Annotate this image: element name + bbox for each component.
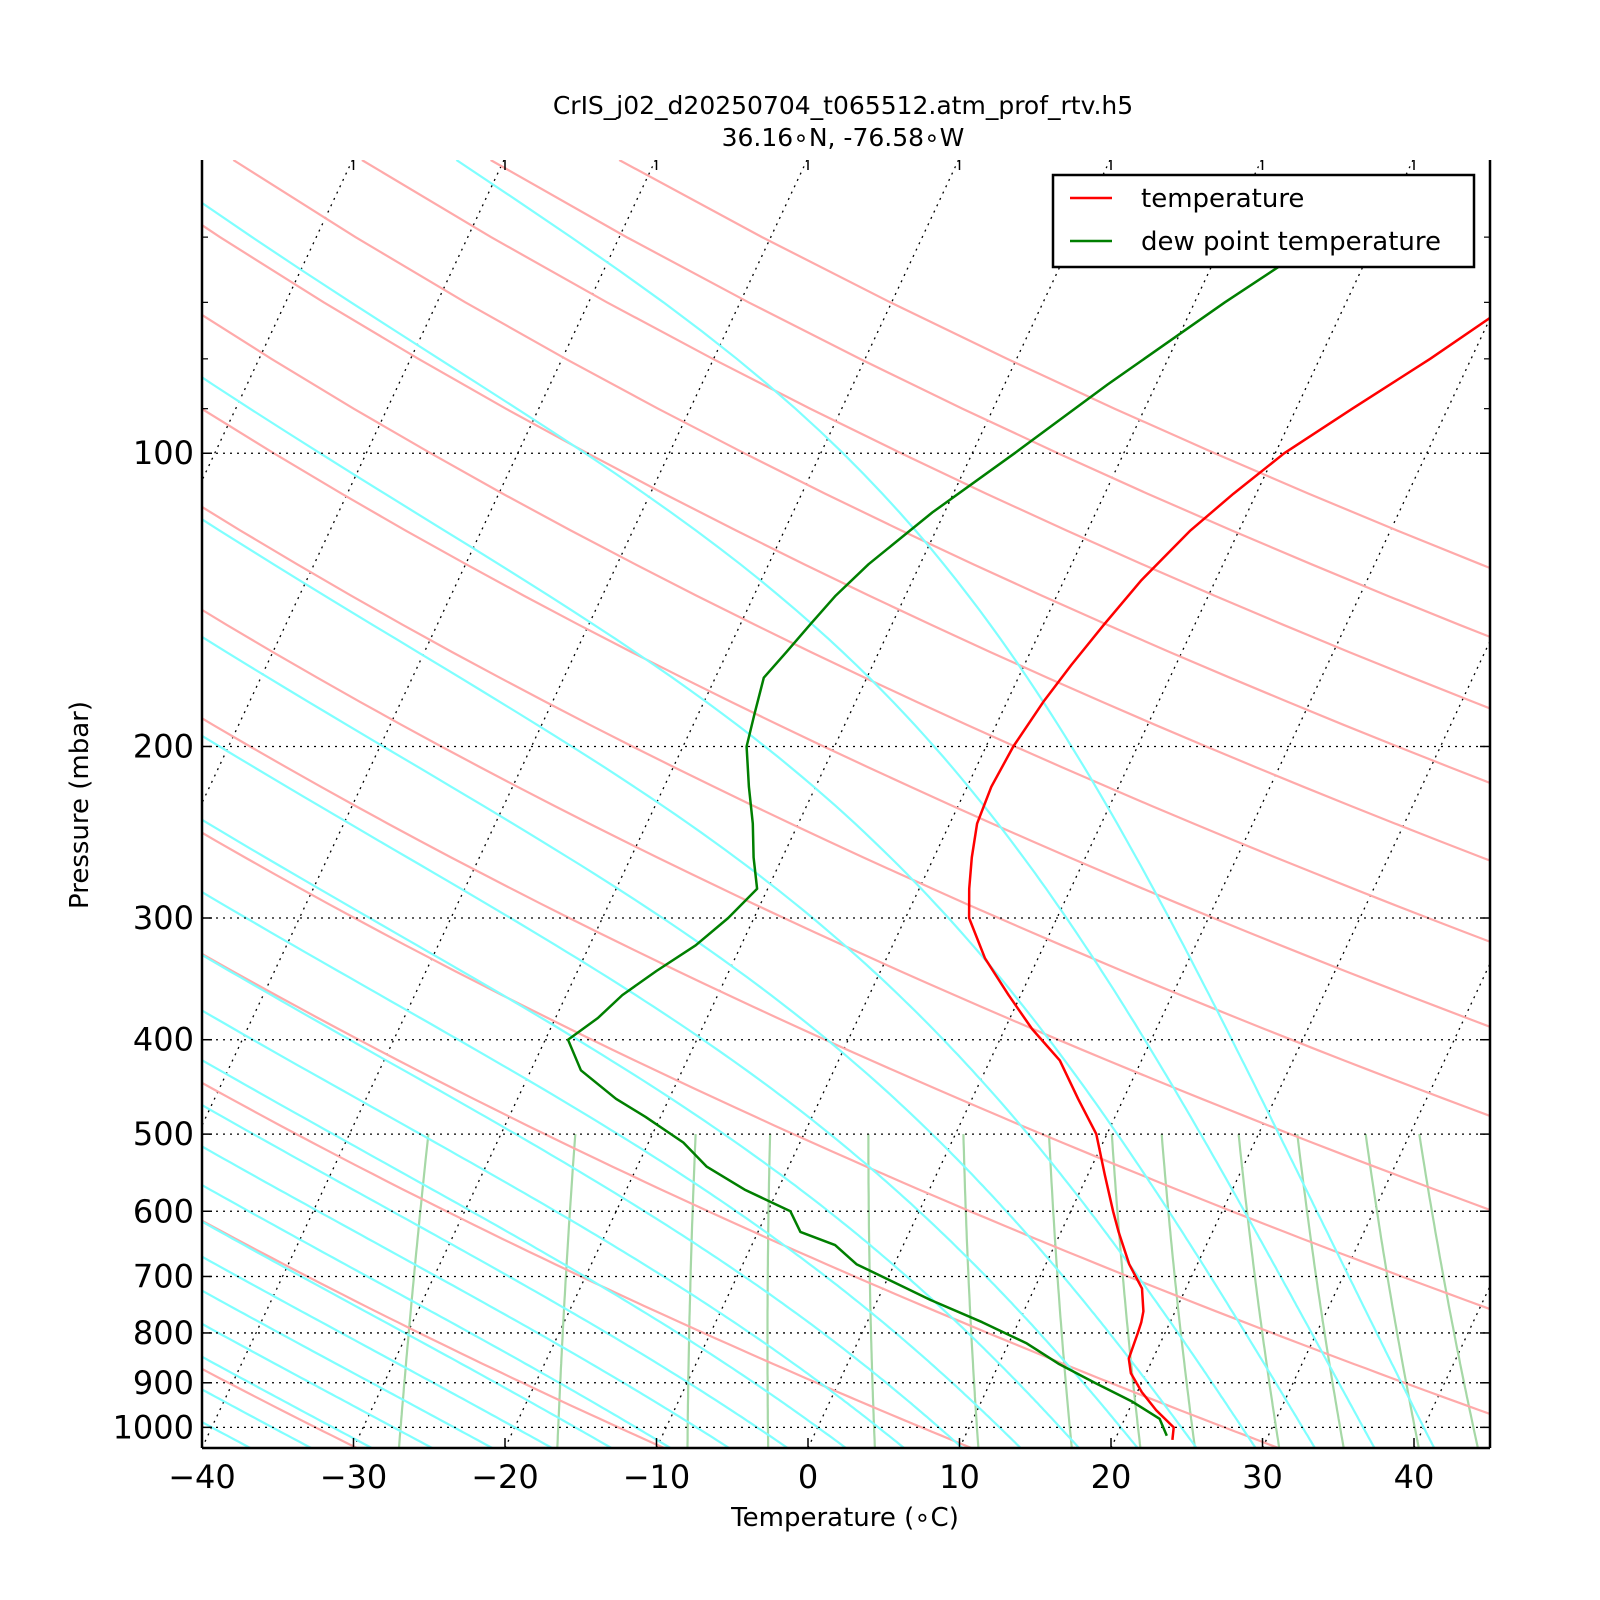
mixing-ratio-line [1364, 1133, 1420, 1448]
x-tick-label: 10 [939, 1458, 980, 1496]
dry-adiabat-line [202, 831, 1490, 1416]
mixing-ratio-line [1418, 1133, 1479, 1448]
mixing-ratio-line [397, 1133, 430, 1448]
moist-adiabat-line [202, 1103, 789, 1448]
mixing-ratio-line [1047, 1134, 1073, 1448]
moist-adiabat-line [202, 1220, 612, 1448]
x-tick-label: −40 [168, 1458, 236, 1496]
moist-adiabat-line [202, 1255, 553, 1448]
moist-adiabat-line [202, 376, 1316, 1448]
legend: temperature dew point temperature [1051, 173, 1476, 269]
y-tick-label: 200 [133, 727, 194, 765]
y-tick-label: 500 [133, 1115, 194, 1153]
dry-adiabat-line [202, 1367, 358, 1448]
dry-adiabat-line [202, 1219, 665, 1448]
chart-subtitle: 36.16∘N, -76.58∘W [722, 123, 965, 152]
moist-adiabat-line [202, 1058, 847, 1448]
mixing-ratio-line [1160, 1134, 1196, 1448]
mixing-ratio-line [1237, 1133, 1281, 1448]
x-tick-label: −30 [320, 1458, 388, 1496]
mixing-ratio-line [1296, 1133, 1345, 1448]
moist-adiabat-line [202, 201, 1376, 1448]
y-tick-label: 100 [133, 434, 194, 472]
moist-adiabat-line [202, 635, 1198, 1448]
moist-adiabat-line [202, 953, 964, 1448]
x-tick-label: −20 [471, 1458, 539, 1496]
mixing-ratio-line [867, 1134, 876, 1448]
dry-adiabat-line [202, 223, 1490, 862]
x-tick-label: −10 [623, 1458, 691, 1496]
mixing-ratio-line [556, 1134, 577, 1448]
legend-frame [1051, 173, 1476, 269]
moist-adiabat-line [455, 160, 1436, 1448]
mixing-ratio-line [962, 1134, 980, 1448]
y-tick-label: 400 [133, 1021, 194, 1059]
axes [200, 160, 1492, 1450]
x-tick-label: 40 [1394, 1458, 1435, 1496]
dry-adiabat-line [202, 952, 1279, 1448]
moist-adiabat-line [202, 1145, 730, 1448]
moist-adiabat-line [202, 1183, 671, 1448]
chart-title: CrIS_j02_d20250704_t065512.atm_prof_rtv.… [553, 91, 1133, 120]
y-axis-label: Pressure (mbar) [65, 701, 95, 909]
moist-adiabat-line [202, 1289, 493, 1448]
y-tick-label: 900 [133, 1364, 194, 1402]
y-tick-label: 700 [133, 1257, 194, 1295]
moist-adiabat-line [202, 818, 1080, 1448]
moist-adiabat-line [202, 890, 1022, 1448]
moist-adiabat-line [202, 1322, 433, 1448]
dry-adiabat-line [202, 407, 1490, 1028]
mixing-ratio-line [766, 1134, 772, 1448]
y-tick-label: 600 [133, 1192, 194, 1230]
dry-adiabat-line [202, 717, 1490, 1311]
profile-lines [566, 183, 1490, 1441]
dry-adiabat-line [202, 608, 1490, 1212]
dry-adiabat-line [232, 160, 1490, 785]
dry-adiabat-line [202, 1081, 972, 1448]
y-tick-label: 800 [133, 1314, 194, 1352]
x-axis-label: Temperature (∘C) [730, 1503, 959, 1533]
mixing-ratio-line [1110, 1134, 1142, 1448]
moist-adiabat-line [202, 518, 1257, 1448]
y-tick-label: 300 [133, 899, 194, 937]
x-tick-label: 30 [1242, 1458, 1283, 1496]
moist-adiabat-line [202, 734, 1139, 1448]
moist-adiabat-line [202, 1355, 373, 1448]
x-tick-label: 20 [1091, 1458, 1132, 1496]
ticks: −40 −30 −20 −10 0 10 20 30 40 100 200 300 400 500 600 7… [113, 160, 1490, 1496]
dry-adiabat-line [202, 505, 1490, 1118]
moist-adiabat-line [202, 1009, 905, 1448]
background-lines [202, 160, 1490, 1448]
temperature-line [967, 316, 1490, 1441]
y-tick-label: 1000 [113, 1408, 194, 1446]
x-tick-label: 0 [798, 1458, 818, 1496]
dewpoint-line [566, 183, 1403, 1437]
legend-label-temperature: temperature [1141, 184, 1304, 214]
legend-label-dewpoint: dew point temperature [1141, 227, 1441, 257]
